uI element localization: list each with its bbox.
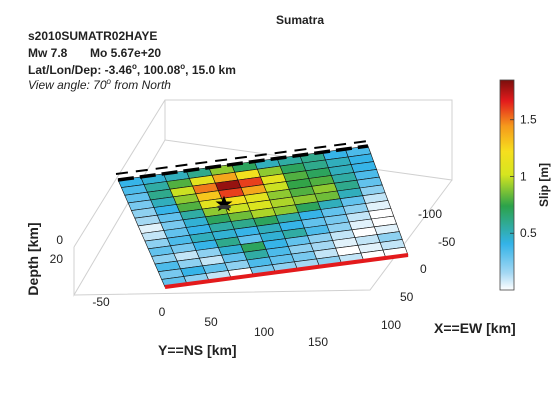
- x-tick-label: 0: [420, 262, 427, 276]
- y-tick-label: 0: [159, 305, 166, 319]
- floor-edges: [73, 179, 453, 296]
- y-tick-label: -50: [92, 295, 110, 309]
- x-tick-label: 50: [400, 290, 414, 304]
- y-tick-label: 150: [308, 335, 328, 349]
- rupture-trace-bottom: [164, 253, 409, 289]
- x-tick-label: -100: [418, 207, 442, 221]
- fault-edges: [115, 140, 409, 289]
- z-tick-label: 20: [50, 252, 64, 266]
- magnitude-label: Mw 7.8: [28, 46, 68, 60]
- chart-title: Sumatra: [276, 13, 324, 27]
- colorbar-ticks: 0.5 1 1.5: [510, 113, 537, 240]
- location-lat: Lat/Lon/Dep: -3.46: [28, 63, 132, 77]
- fault-top-edge: [117, 144, 369, 182]
- fault-plane-cells: [117, 145, 409, 288]
- colorbar-tick-label: 1.5: [520, 113, 537, 127]
- z-tick-label: 0: [56, 233, 63, 247]
- moment-label: Mo 5.67e+20: [90, 46, 161, 60]
- colorbar-tick-label: 1: [520, 169, 527, 183]
- view-angle-value: View angle: 70: [28, 78, 107, 92]
- y-axis-title: Y==NS [km]: [158, 342, 237, 358]
- event-id: s2010SUMATR02HAYE: [28, 29, 157, 43]
- location-label: Lat/Lon/Dep: -3.46o, 100.08o, 15.0 km: [28, 62, 236, 77]
- fault-top-edge-shadow: [115, 140, 369, 175]
- hypocenter-star: [215, 195, 233, 212]
- x-tick-label: -50: [438, 235, 456, 249]
- location-depth: , 15.0 km: [185, 63, 236, 77]
- y-tick-label: 50: [204, 315, 218, 329]
- z-axis-ticks: 0 20: [50, 233, 64, 266]
- y-tick-label: 100: [254, 325, 274, 339]
- x-axis-ticks: -100 -50 0 50 100: [381, 207, 456, 332]
- degree-mark: o: [107, 77, 112, 86]
- z-axis-title: Depth [km]: [25, 222, 41, 295]
- degree-mark: o: [132, 62, 137, 71]
- view-angle-suffix: from North: [111, 78, 171, 92]
- colorbar-tick-label: 0.5: [520, 226, 537, 240]
- colorbar-title: Slip [m]: [537, 163, 551, 207]
- x-axis-title: X==EW [km]: [434, 320, 516, 336]
- x-tick-label: 100: [381, 318, 401, 332]
- view-angle-label: View angle: 70o from North: [28, 77, 171, 92]
- colorbar: [499, 79, 515, 291]
- degree-mark: o: [180, 62, 185, 71]
- y-axis-ticks: -50 0 50 100 150: [92, 295, 328, 349]
- location-lon: , 100.08: [137, 63, 181, 77]
